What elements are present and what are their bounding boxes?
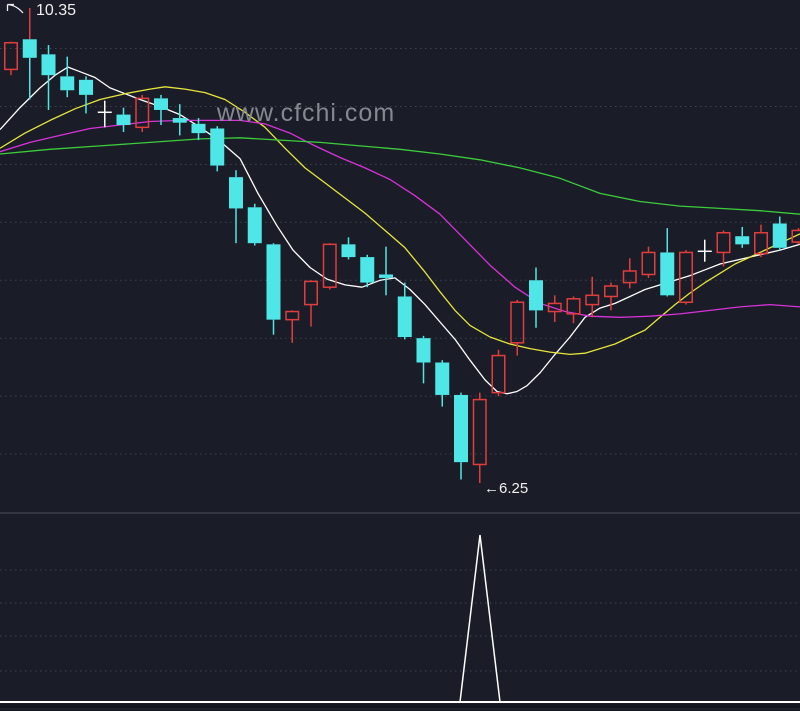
candle: [41, 45, 56, 110]
candle: [735, 226, 750, 248]
candle-body: [4, 42, 18, 71]
ma-magenta-line: [0, 119, 800, 318]
candle: [116, 107, 131, 132]
candle: [135, 94, 150, 132]
candle-body: [679, 251, 693, 304]
candle: [547, 295, 562, 322]
candle-body: [435, 362, 450, 395]
candles-group: [4, 8, 800, 483]
indicator-grid: [0, 569, 800, 672]
candle-body: [79, 79, 93, 95]
candle-body: [660, 252, 675, 296]
bottom-strip: [0, 704, 800, 711]
candle: [397, 282, 412, 340]
candle: [791, 228, 800, 245]
candle: [566, 296, 581, 324]
candle-body: [510, 301, 525, 344]
candle-body: [472, 398, 487, 466]
candle-body: [360, 257, 375, 283]
candle-body: [397, 296, 412, 338]
candle-body: [529, 280, 543, 311]
candle: [4, 41, 18, 76]
candle: [304, 280, 318, 327]
candle: [191, 118, 206, 141]
candle: [266, 243, 281, 335]
candle: [247, 203, 262, 246]
candle: [529, 267, 543, 328]
candle-body: [547, 302, 562, 313]
candle: [435, 360, 450, 407]
candle-body: [341, 244, 356, 258]
candle-body: [247, 207, 262, 244]
candle-body: [604, 285, 618, 298]
candle-body: [304, 280, 318, 306]
candle: [697, 239, 712, 262]
candle: [472, 392, 487, 483]
candle: [229, 170, 243, 244]
candle-body: [322, 243, 337, 288]
candle: [97, 100, 112, 128]
candle: [22, 8, 37, 100]
ma-yellow-line: [0, 86, 800, 356]
candle: [379, 246, 393, 296]
candle-body: [172, 118, 187, 123]
candle: [585, 276, 600, 318]
candle-body: [622, 270, 637, 284]
candle: [679, 250, 693, 305]
candle: [79, 76, 93, 114]
candle: [154, 94, 168, 126]
candle: [360, 254, 375, 288]
candle: [604, 282, 618, 311]
candle-body: [491, 354, 506, 394]
candle-body: [22, 39, 37, 58]
candle: [491, 349, 506, 397]
price-grid: [0, 48, 800, 455]
candle-body: [266, 244, 281, 320]
candle-body: [379, 274, 393, 278]
candle-body: [416, 338, 431, 363]
candle-body: [116, 114, 131, 126]
candle: [322, 243, 337, 290]
candle: [660, 228, 675, 297]
candle-body: [735, 236, 750, 245]
ma-white-line: [0, 66, 800, 395]
candle-body: [41, 54, 56, 76]
candle-body: [454, 394, 468, 463]
candle-body: [285, 310, 300, 321]
candle: [416, 335, 431, 384]
candle: [716, 230, 731, 267]
candle-body: [772, 223, 787, 248]
candle-body: [791, 229, 800, 243]
candle: [210, 126, 225, 172]
candle-body: [716, 232, 731, 254]
candle: [285, 310, 300, 343]
candle: [510, 299, 525, 356]
candle-body: [754, 232, 768, 255]
candle: [641, 246, 656, 278]
candle-body: [641, 251, 656, 276]
candle: [60, 56, 75, 98]
candle: [754, 224, 768, 258]
ma-green-line: [0, 137, 800, 215]
candle: [622, 258, 637, 289]
candle-body: [154, 98, 168, 110]
candle: [172, 104, 187, 136]
candle-body: [135, 97, 150, 129]
indicator-spike: [459, 534, 501, 703]
candle-body: [60, 76, 75, 91]
candle: [454, 392, 468, 480]
candle-body: [191, 123, 206, 134]
candle-body: [210, 128, 225, 166]
candle-body: [585, 294, 600, 306]
candle-body: [229, 177, 243, 209]
candle-body: [566, 298, 581, 315]
candle: [341, 237, 356, 260]
candle: [772, 216, 787, 251]
